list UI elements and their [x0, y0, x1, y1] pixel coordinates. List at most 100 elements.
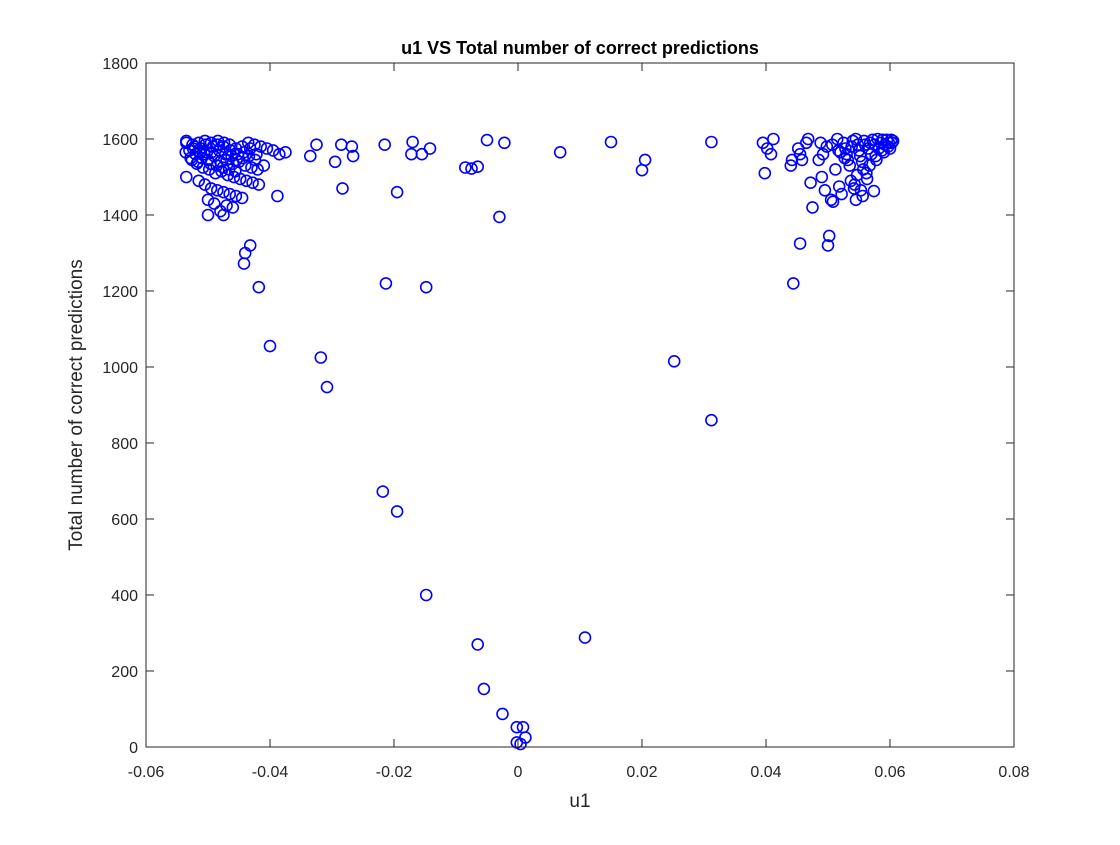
- data-point: [758, 166, 772, 180]
- y-tick-label: 1200: [102, 284, 138, 301]
- data-point: [263, 339, 277, 353]
- data-point: [257, 159, 271, 172]
- data-point: [784, 159, 798, 172]
- data-point: [820, 140, 834, 153]
- data-point: [767, 132, 780, 146]
- data-point: [346, 149, 360, 163]
- data-point: [198, 178, 212, 191]
- data-point: [240, 174, 253, 188]
- data-point: [214, 204, 227, 218]
- data-point: [816, 147, 830, 161]
- data-point: [272, 147, 286, 161]
- data-point: [419, 280, 433, 294]
- data-point: [216, 161, 230, 174]
- data-point: [604, 135, 618, 149]
- data-point: [217, 136, 231, 150]
- data-point: [248, 138, 261, 151]
- data-point: [806, 201, 819, 214]
- data-point: [793, 147, 807, 161]
- data-point: [465, 162, 478, 175]
- data-point: [764, 147, 778, 161]
- data-point: [345, 140, 359, 153]
- data-point: [804, 176, 817, 189]
- data-point: [667, 354, 681, 368]
- y-tick-label: 1400: [102, 208, 138, 225]
- x-tick-label: 0.02: [626, 764, 657, 781]
- data-point: [314, 351, 328, 364]
- data-point: [210, 159, 223, 172]
- data-point: [881, 140, 895, 153]
- data-point: [854, 184, 868, 197]
- data-point: [222, 163, 236, 176]
- x-tick-label: -0.06: [128, 764, 165, 781]
- data-point: [821, 239, 835, 252]
- data-point: [829, 163, 842, 176]
- data-point: [243, 239, 257, 252]
- data-point: [477, 682, 491, 696]
- data-point: [271, 189, 284, 203]
- y-tick-label: 800: [111, 436, 138, 453]
- data-point: [832, 180, 846, 193]
- data-point: [250, 147, 263, 161]
- data-point: [207, 197, 221, 210]
- data-point: [211, 184, 224, 197]
- data-point: [705, 413, 718, 427]
- data-point: [510, 720, 524, 734]
- data-point: [458, 161, 472, 174]
- y-axis-label: Total number of correct predictions: [66, 259, 87, 550]
- data-point: [279, 146, 292, 159]
- data-point: [786, 277, 800, 290]
- data-point: [825, 138, 839, 151]
- data-point: [235, 191, 249, 205]
- data-point: [826, 195, 840, 208]
- data-point: [236, 151, 249, 165]
- data-point: [252, 280, 266, 294]
- data-point: [252, 178, 266, 191]
- data-point: [419, 588, 433, 602]
- data-point: [202, 163, 216, 176]
- data-point: [229, 189, 243, 203]
- y-tick-label: 400: [111, 588, 138, 605]
- data-point: [180, 170, 193, 184]
- y-tick-label: 200: [111, 664, 138, 681]
- data-point: [245, 161, 258, 174]
- data-point: [856, 189, 870, 203]
- data-point: [638, 153, 652, 167]
- data-point: [320, 380, 334, 394]
- data-point: [230, 153, 243, 167]
- data-point: [223, 187, 236, 201]
- data-points: [179, 132, 900, 751]
- data-point: [406, 135, 419, 149]
- data-point: [885, 136, 899, 150]
- data-point: [378, 138, 392, 151]
- data-point: [844, 174, 858, 188]
- data-point: [578, 631, 592, 644]
- x-tick-label: -0.04: [252, 764, 289, 781]
- data-point: [838, 151, 852, 165]
- data-point: [471, 638, 485, 651]
- data-point: [336, 182, 349, 195]
- y-tick-label: 1800: [102, 56, 138, 73]
- data-point: [211, 134, 225, 148]
- data-point: [205, 146, 218, 159]
- data-point: [179, 146, 192, 159]
- data-point: [801, 132, 815, 146]
- data-point: [795, 153, 809, 167]
- data-point: [869, 149, 883, 163]
- data-point: [226, 201, 240, 214]
- data-point: [217, 208, 230, 222]
- data-point: [883, 142, 897, 155]
- y-tick-label: 600: [111, 512, 138, 529]
- data-point: [855, 155, 869, 169]
- x-tick-label: 0.08: [998, 764, 1029, 781]
- data-point: [310, 138, 323, 151]
- data-point: [493, 210, 506, 224]
- data-point: [471, 160, 485, 173]
- data-point: [201, 208, 215, 222]
- plot-area-border: [145, 62, 1015, 748]
- data-point: [849, 193, 863, 207]
- data-point: [201, 193, 215, 207]
- data-point: [863, 159, 876, 172]
- data-point: [480, 133, 494, 147]
